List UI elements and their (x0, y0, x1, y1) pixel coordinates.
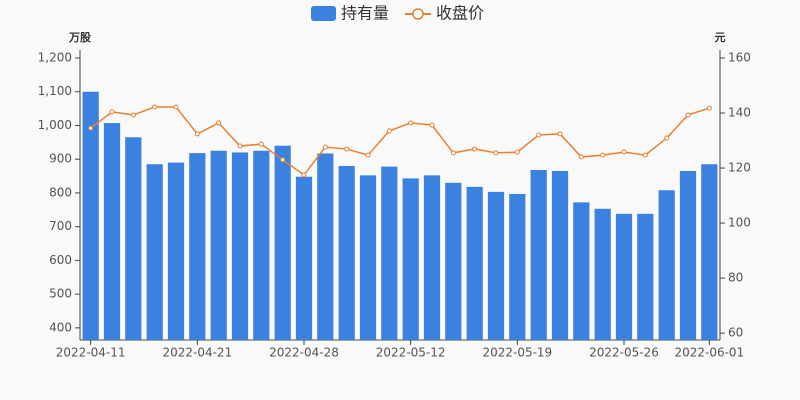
price-point (258, 141, 264, 147)
price-point (130, 112, 136, 118)
bar (231, 152, 249, 340)
y-tick-label: 900 (49, 152, 72, 166)
x-tick-label: 2022-04-28 (269, 346, 339, 360)
bar (509, 193, 526, 340)
y2-tick-label: 160 (728, 51, 751, 65)
price-point (514, 149, 520, 155)
price-point (386, 128, 392, 134)
x-tick-label: 2022-06-01 (674, 346, 744, 360)
bar (402, 178, 419, 340)
price-point (557, 131, 563, 137)
bar (103, 123, 121, 340)
y2-tick-label: 80 (728, 271, 743, 285)
bar (381, 166, 398, 340)
price-point (429, 122, 435, 128)
bar (189, 153, 206, 340)
price-point (301, 172, 307, 178)
price-point (408, 120, 414, 126)
bar (679, 171, 697, 340)
price-point (216, 120, 222, 126)
x-tick-label: 2022-04-21 (162, 346, 232, 360)
price-point (664, 135, 670, 141)
bar (295, 176, 313, 340)
price-point (621, 149, 627, 155)
price-point (536, 132, 542, 138)
price-point (322, 144, 328, 150)
bar (82, 91, 99, 340)
bar (125, 137, 142, 340)
y-tick-label: 800 (49, 185, 72, 199)
bar (274, 145, 291, 340)
bar (359, 175, 377, 340)
bar (530, 169, 547, 340)
y2-tick-label: 120 (728, 161, 751, 175)
y-tick-label: 500 (49, 287, 72, 301)
x-tick-label: 2022-05-12 (376, 346, 446, 360)
price-point (194, 131, 200, 137)
bar (167, 162, 185, 340)
price-point (642, 152, 648, 158)
price-point (88, 125, 94, 131)
price-point (365, 152, 371, 158)
bar (466, 186, 483, 340)
bar (317, 153, 334, 340)
price-point (173, 104, 179, 110)
price-line (90, 106, 710, 176)
legend-swatch-bar (311, 6, 336, 21)
price-point (578, 154, 584, 160)
y-tick-label: 1,100 (38, 84, 72, 98)
bar (637, 213, 654, 340)
bar (551, 171, 569, 340)
bar (658, 190, 675, 340)
bar (445, 182, 462, 340)
bar (701, 164, 718, 340)
bar (573, 202, 590, 340)
y-axis-title: 万股 (68, 31, 92, 44)
legend-label: 收盘价 (436, 4, 484, 23)
x-tick-label: 2022-05-19 (482, 346, 552, 360)
legend-label: 持有量 (341, 4, 389, 23)
bar (594, 208, 611, 340)
bar (423, 175, 441, 340)
y2-tick-label: 140 (728, 106, 751, 120)
y2-axis-title: 元 (715, 31, 726, 44)
price-point (344, 146, 350, 152)
bar (146, 164, 163, 340)
price-point (152, 104, 158, 110)
bar (253, 150, 270, 340)
price-point (450, 150, 456, 156)
y-tick-label: 400 (49, 320, 72, 334)
y-tick-label: 700 (49, 219, 72, 233)
bar (487, 191, 505, 340)
x-tick-label: 2022-04-11 (56, 346, 126, 360)
y-tick-label: 1,200 (38, 51, 72, 65)
price-point (280, 157, 286, 163)
bar (615, 213, 633, 340)
price-point (493, 150, 499, 156)
y-tick-label: 1,000 (38, 118, 72, 132)
legend-swatch-marker (412, 8, 424, 20)
y2-tick-label: 100 (728, 216, 751, 230)
y-tick-label: 600 (49, 253, 72, 267)
price-point (237, 143, 243, 149)
price-point (600, 152, 606, 158)
price-point (109, 109, 115, 115)
bar (338, 165, 355, 340)
price-point (472, 146, 478, 152)
y2-tick-label: 60 (728, 326, 743, 340)
price-point (685, 112, 691, 118)
bar (210, 150, 227, 340)
price-point (706, 105, 712, 111)
x-tick-label: 2022-05-26 (589, 346, 659, 360)
